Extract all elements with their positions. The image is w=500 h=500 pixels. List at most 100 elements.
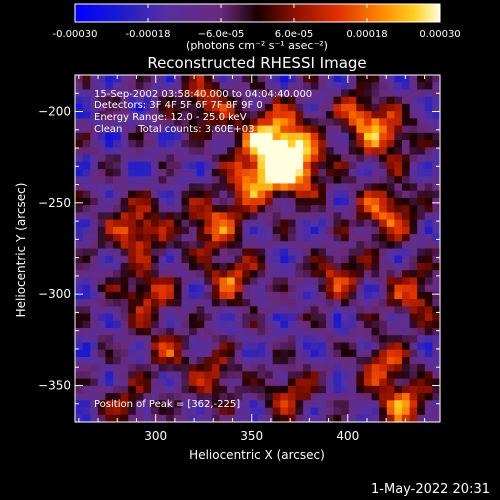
heatmap-cell [257,277,266,286]
heatmap-cell [371,248,380,257]
heatmap-cell [417,234,426,242]
heatmap-cell [90,168,99,177]
heatmap-cell [333,212,342,221]
heatmap-cell [356,262,365,271]
heatmap-cell [272,111,281,119]
heatmap-cell [181,335,190,344]
heatmap-cell [75,132,84,141]
heatmap-cell [295,248,304,257]
heatmap-cell [333,226,342,235]
heatmap-cell [409,356,418,365]
heatmap-cell [249,96,259,105]
heatmap-cell [417,277,426,286]
heatmap-cell [204,147,213,156]
heatmap-cell [219,306,228,315]
heatmap-cell [120,284,129,293]
heatmap-cell [394,378,403,387]
heatmap-cell [371,356,380,365]
heatmap-cell [348,328,357,336]
heatmap-cell [379,226,388,235]
heatmap-cell [325,364,335,372]
heatmap-cell [318,335,327,344]
heatmap-cell [424,400,433,409]
heatmap-cell [257,262,266,271]
heatmap-cell [356,111,365,119]
heatmap-cell [424,248,433,257]
heatmap-cell [386,291,395,300]
heatmap-cell [97,378,107,387]
heatmap-cell [363,212,373,221]
heatmap-cell [325,284,335,293]
heatmap-cell [303,118,312,127]
heatmap-cell [287,407,297,416]
heatmap-cell [105,248,114,257]
heatmap-cell [90,75,99,83]
heatmap-cell [280,168,289,177]
heatmap-cell [272,212,281,221]
heatmap-cell [242,248,251,257]
heatmap-cell [196,75,205,83]
heatmap-cell [143,82,152,91]
heatmap-cell [82,262,91,271]
heatmap-cell [310,125,319,134]
heatmap-cell [90,132,99,141]
heatmap-cell [303,147,312,156]
heatmap-cell [325,219,335,228]
heatmap-cell [394,262,403,271]
heatmap-cell [128,385,137,394]
heatmap-cell [379,241,388,250]
heatmap-cell [105,385,114,394]
heatmap-cell [341,75,350,83]
heatmap-cell [386,125,395,134]
heatmap-cell [97,234,107,242]
heatmap-cell [272,248,281,257]
heatmap-cell [181,161,190,170]
heatmap-cell [113,241,122,250]
heatmap-cell [204,176,213,185]
heatmap-cell [432,111,441,119]
heatmap-cell [394,161,403,170]
heatmap-cell [401,183,411,192]
heatmap-cell [424,371,433,380]
heatmap-cell [386,161,395,170]
heatmap-cell [204,313,213,322]
heatmap-cell [181,364,190,372]
heatmap-cell [234,320,243,329]
heatmap-cell [90,356,99,365]
heatmap-cell [363,125,373,134]
heatmap-cell [371,205,380,213]
heatmap-cell [318,277,327,286]
heatmap-cell [318,118,327,127]
heatmap-cell [341,212,350,221]
heatmap-cell [158,393,167,401]
heatmap-cell [333,349,342,358]
heatmap-cell [325,154,335,163]
heatmap-cell [204,378,213,387]
heatmap-cell [333,234,342,242]
heatmap-cell [363,306,373,315]
heatmap-cell [348,400,357,409]
heatmap-cell [257,103,266,112]
heatmap-cell [265,371,274,380]
heatmap-cell [249,400,259,409]
heatmap-cell [211,378,221,387]
heatmap-cell [348,111,357,119]
heatmap-cell [325,161,335,170]
heatmap-cell [417,219,426,228]
heatmap-cell [363,82,373,91]
heatmap-cell [310,371,319,380]
heatmap-cell [242,400,251,409]
heatmap-cell [272,219,281,228]
heatmap-cell [105,407,114,416]
heatmap-cell [424,385,433,394]
heatmap-cell [371,335,380,344]
heatmap-cell [401,270,411,279]
heatmap-cell [128,205,137,213]
heatmap-cell [424,320,433,329]
heatmap-cell [158,335,167,344]
heatmap-cell [409,320,418,329]
heatmap-cell [173,140,183,148]
heatmap-cell [113,197,122,206]
heatmap-cell [310,197,319,206]
heatmap-cell [280,103,289,112]
